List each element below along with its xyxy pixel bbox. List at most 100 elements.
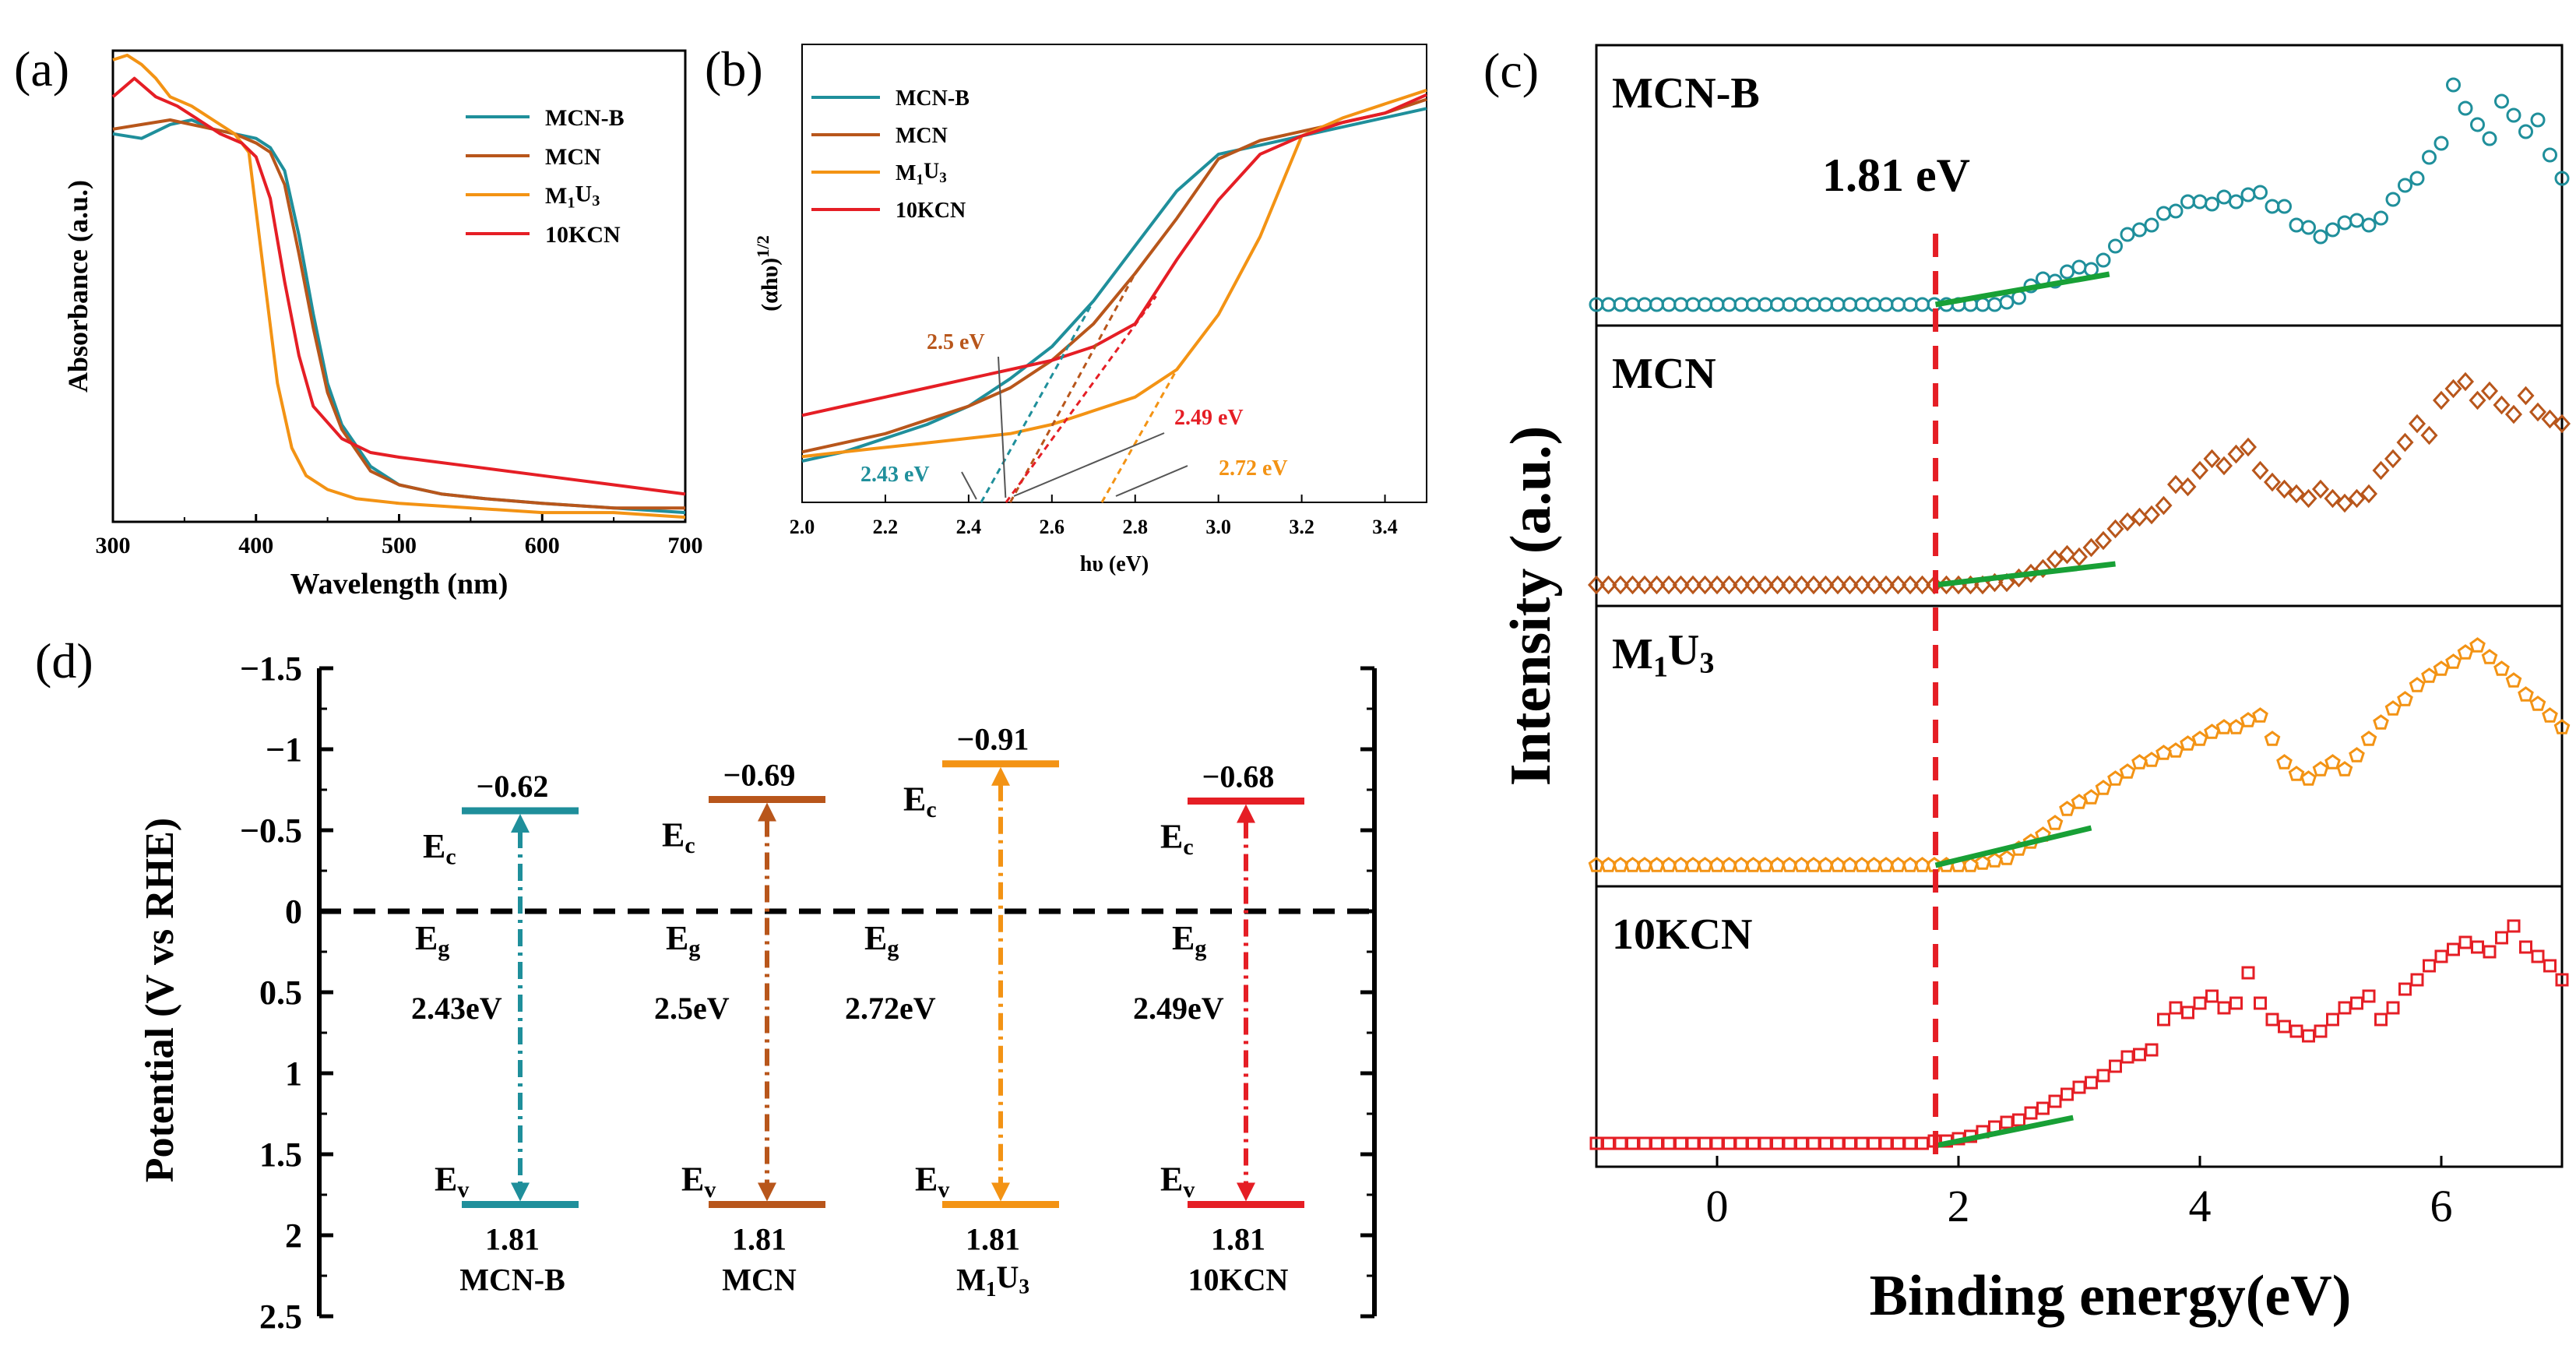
annotation-label-b: 2.5 eV: [927, 330, 985, 354]
data-point: [2493, 660, 2510, 676]
data-point: [2108, 238, 2123, 254]
data-point: [1831, 1136, 1845, 1150]
data-point: [1804, 575, 1823, 595]
data-point: [2179, 477, 2197, 497]
data-point: [1889, 575, 1907, 595]
data-point: [2458, 100, 2473, 116]
subscript: v: [938, 1177, 949, 1203]
y-tick-label-d: 0: [285, 893, 302, 931]
data-point: [2324, 754, 2341, 770]
subscript: g: [438, 935, 449, 961]
conduction-band-value: −0.69: [723, 757, 796, 792]
subscript: c: [926, 797, 936, 822]
arrow-head-down: [758, 1182, 776, 1202]
data-point: [1635, 575, 1654, 595]
data-point: [2253, 185, 2268, 200]
data-point: [1913, 575, 1931, 595]
x-tick-label-b: 3.0: [1205, 516, 1231, 538]
data-point: [2082, 537, 2100, 558]
material-label: 10KCN: [1188, 1262, 1289, 1297]
series-line-M1U3: [801, 88, 1427, 459]
series-line-10KCN: [801, 93, 1427, 417]
subpanel-M1U3: M1U3: [1588, 626, 2571, 872]
data-point: [2060, 1087, 2074, 1101]
data-point: [1830, 297, 1846, 312]
data-point: [2531, 949, 2545, 963]
data-point: [1661, 297, 1677, 312]
data-point: [2541, 409, 2559, 429]
data-point: [1782, 297, 1797, 312]
tangent-line-MCN-B: [980, 300, 1095, 503]
data-point: [2398, 982, 2412, 996]
data-point: [1867, 297, 1881, 312]
data-point: [1780, 575, 1799, 595]
x-tick-label-a: 300: [96, 533, 131, 558]
data-point: [2192, 194, 2208, 210]
data-point: [2445, 653, 2462, 669]
data-point: [2373, 714, 2389, 730]
annotation-arrow-b: [998, 356, 1007, 498]
data-point: [2227, 444, 2245, 464]
conduction-band-label: Ec: [1160, 818, 1194, 860]
data-point: [1828, 575, 1847, 595]
data-point: [2058, 544, 2076, 565]
data-point: [2360, 731, 2377, 746]
arrow-head-up: [758, 802, 776, 822]
data-point: [2542, 707, 2558, 723]
data-point: [2287, 484, 2306, 504]
data-point: [1744, 575, 1762, 595]
data-point: [2313, 229, 2328, 245]
data-point: [2252, 707, 2268, 723]
data-point: [2264, 731, 2281, 746]
data-point: [2240, 712, 2257, 727]
data-point: [1794, 297, 1809, 312]
subpanel-label: MCN: [1612, 350, 1716, 398]
y-axis-label-c: Intensity (a.u.): [1499, 426, 1563, 787]
band-gap-symbol: Eg: [1172, 919, 1206, 961]
annotation-arrow-b: [1013, 432, 1165, 497]
data-point: [1901, 575, 1920, 595]
valence-band-label: Ev: [435, 1160, 469, 1202]
data-point: [2408, 414, 2426, 434]
data-point: [2374, 210, 2388, 226]
y-axis-label-d: Potential (V vs RHE): [138, 818, 182, 1182]
data-point: [2326, 1013, 2339, 1027]
data-point: [1891, 297, 1906, 312]
data-point: [1720, 575, 1738, 595]
data-point: [1684, 575, 1702, 595]
data-point: [1771, 1136, 1784, 1150]
y-tick-label-d: 0.5: [259, 974, 302, 1012]
tangent-line-M1U3: [1100, 368, 1178, 503]
data-point: [1599, 575, 1617, 595]
data-point: [2109, 1059, 2122, 1073]
y-tick-label-d: −1: [266, 731, 302, 769]
data-point: [2012, 1113, 2025, 1127]
annotation-arrow-b: [961, 471, 977, 500]
panel-label-b: (b): [705, 41, 763, 97]
data-point: [2421, 667, 2437, 683]
data-point: [1649, 297, 1664, 312]
data-point: [2410, 973, 2424, 987]
data-point: [2553, 719, 2571, 734]
data-point: [2229, 996, 2243, 1010]
data-point: [2228, 719, 2244, 734]
data-point: [2205, 989, 2219, 1003]
data-point: [2180, 194, 2195, 210]
data-point: [1877, 575, 1895, 595]
data-point: [2072, 1080, 2086, 1094]
data-point: [2350, 996, 2363, 1010]
data-point: [1758, 1136, 1772, 1150]
data-point: [2289, 1024, 2303, 1038]
data-point: [1746, 297, 1761, 312]
data-point: [2518, 686, 2534, 702]
legend-label-a: MCN: [545, 144, 601, 170]
data-point: [2384, 449, 2402, 469]
data-point: [2276, 754, 2293, 770]
band-MCN: −0.69 Ec Ev 1.81 MCN Eg 2.5eV: [654, 757, 825, 1297]
data-point: [2034, 558, 2052, 579]
x-tick-label-b: 2.4: [956, 516, 982, 538]
band-gap-symbol: Eg: [666, 919, 700, 961]
series-line-MCN-B: [112, 118, 686, 515]
data-point: [2204, 724, 2220, 739]
material-label: M1U3: [956, 1259, 1029, 1301]
